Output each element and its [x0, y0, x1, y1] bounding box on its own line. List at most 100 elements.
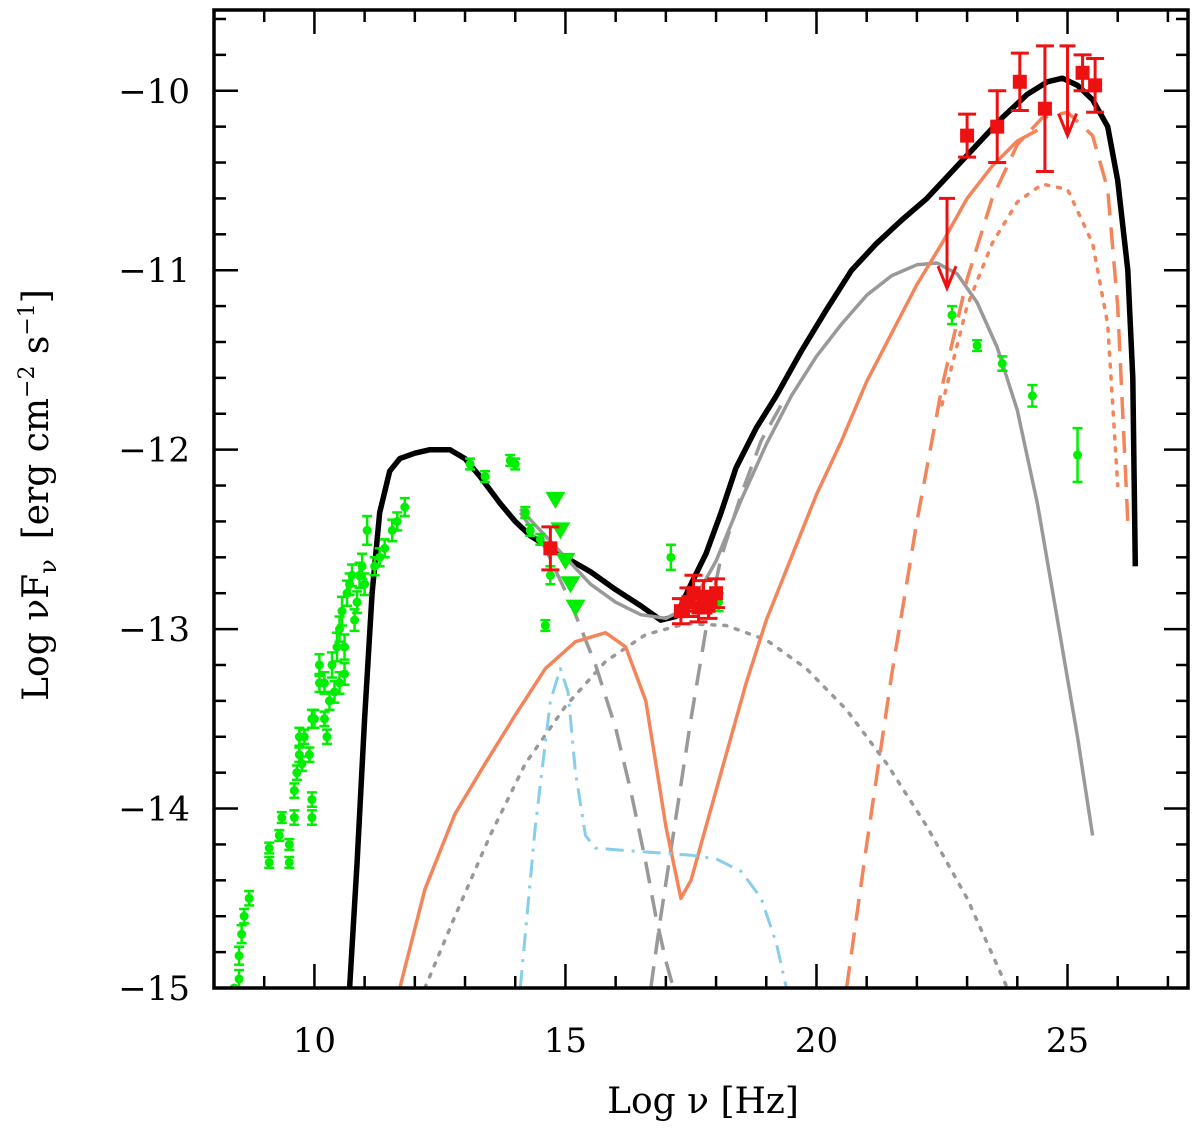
archival-point	[535, 534, 545, 544]
archival-upper-limit	[565, 599, 586, 617]
archival-point	[375, 552, 385, 562]
x-axis-title: Log ν [Hz]	[607, 1081, 799, 1122]
archival-point	[545, 570, 555, 580]
series-line-orange-dotted	[940, 182, 1120, 488]
archival-point	[309, 714, 319, 724]
archival-point	[387, 525, 397, 535]
archival-point	[234, 974, 244, 984]
archival-point	[525, 525, 535, 535]
series-line-grey-dotted	[423, 621, 1010, 988]
y-tick-label: −15	[118, 969, 190, 1009]
archival-point	[239, 911, 249, 921]
archival-point	[370, 561, 380, 571]
archival-point	[997, 359, 1007, 369]
archival-point	[277, 813, 287, 823]
archival-point	[520, 507, 530, 517]
y-axis-title-exp2: −1	[15, 303, 40, 335]
archival-upper-limit	[555, 552, 576, 570]
simultaneous-point	[701, 598, 716, 613]
simultaneous-point	[1075, 65, 1090, 80]
archival-point	[972, 341, 982, 351]
simultaneous-point	[960, 128, 975, 143]
archival-point	[392, 516, 402, 526]
archival-point	[350, 615, 360, 625]
archival-point	[329, 687, 339, 697]
archival-point	[540, 621, 550, 631]
archival-point	[947, 310, 957, 320]
archival-point	[264, 843, 274, 853]
archival-point	[244, 893, 254, 903]
y-axis-title: Log νFν [erg cm−2 s−1]	[15, 289, 62, 701]
simultaneous-upper-limit-arrow	[1057, 113, 1078, 140]
archival-point	[337, 606, 347, 616]
y-tick-label: −12	[118, 431, 190, 471]
archival-point	[666, 552, 676, 562]
y-tick-label: −14	[118, 790, 190, 830]
data-points	[229, 44, 1105, 988]
archival-point	[480, 472, 490, 482]
archival-point	[264, 857, 274, 867]
y-tick-label: −10	[118, 72, 190, 112]
archival-point	[324, 696, 334, 706]
archival-point	[314, 660, 324, 670]
archival-upper-limit	[545, 491, 566, 509]
archival-point	[1027, 391, 1037, 401]
y-axis-title-units-mid: s	[16, 336, 57, 366]
archival-point	[362, 525, 372, 535]
simultaneous-upper-limit-arrow	[936, 265, 958, 293]
archival-point	[360, 579, 370, 589]
archival-point	[319, 714, 329, 724]
archival-point	[297, 759, 307, 769]
simultaneous-point	[543, 541, 558, 556]
series-line-grey-dashed-high	[649, 403, 783, 988]
y-tick-label: −11	[118, 251, 190, 291]
archival-point	[307, 813, 317, 823]
archival-point	[322, 732, 332, 742]
series-line-total-model	[346, 75, 1139, 988]
archival-point	[340, 669, 350, 679]
archival-point	[357, 561, 367, 571]
archival-point	[1073, 450, 1083, 460]
archival-point	[335, 624, 345, 634]
x-tick-label: 25	[1046, 1021, 1089, 1061]
archival-point	[289, 813, 299, 823]
plot-frame	[212, 8, 1190, 990]
y-axis-title-exp1: −2	[15, 366, 40, 398]
series-line-blue-dash-dot	[518, 667, 788, 988]
simultaneous-point	[1037, 101, 1052, 116]
x-tick-label: 10	[293, 1021, 336, 1061]
archival-point	[289, 786, 299, 796]
archival-upper-limit	[550, 522, 571, 540]
archival-point	[292, 768, 302, 778]
y-axis-title-main: Log νF	[16, 574, 57, 701]
archival-point	[234, 951, 244, 961]
archival-point	[510, 459, 520, 469]
archival-point	[340, 642, 350, 652]
archival-point	[319, 678, 329, 688]
archival-point	[284, 839, 294, 849]
y-axis-title-sub: ν	[34, 559, 62, 574]
archival-point	[299, 732, 309, 742]
y-axis-title-units: [erg cm	[16, 398, 57, 539]
archival-point	[327, 660, 337, 670]
archival-point	[335, 678, 345, 688]
simultaneous-point	[1012, 74, 1027, 89]
simultaneous-point	[990, 119, 1005, 134]
archival-point	[332, 642, 342, 652]
series-line-grey-dashed	[518, 511, 676, 988]
archival-point	[237, 929, 247, 939]
x-tick-label: 20	[795, 1021, 838, 1061]
archival-point	[380, 543, 390, 553]
archival-point	[465, 459, 475, 469]
simultaneous-point	[1088, 78, 1103, 93]
archival-point	[347, 570, 357, 580]
model-curves	[346, 75, 1139, 988]
archival-point	[352, 597, 362, 607]
archival-upper-limit	[560, 576, 581, 594]
simultaneous-point	[709, 586, 724, 601]
axis-ticks: 10 15 20 25 −10 −11 −12 −13 −14 −15	[118, 10, 1188, 1061]
archival-point	[284, 857, 294, 867]
y-axis-title-units-end: ]	[16, 289, 57, 303]
archival-point	[274, 830, 284, 840]
